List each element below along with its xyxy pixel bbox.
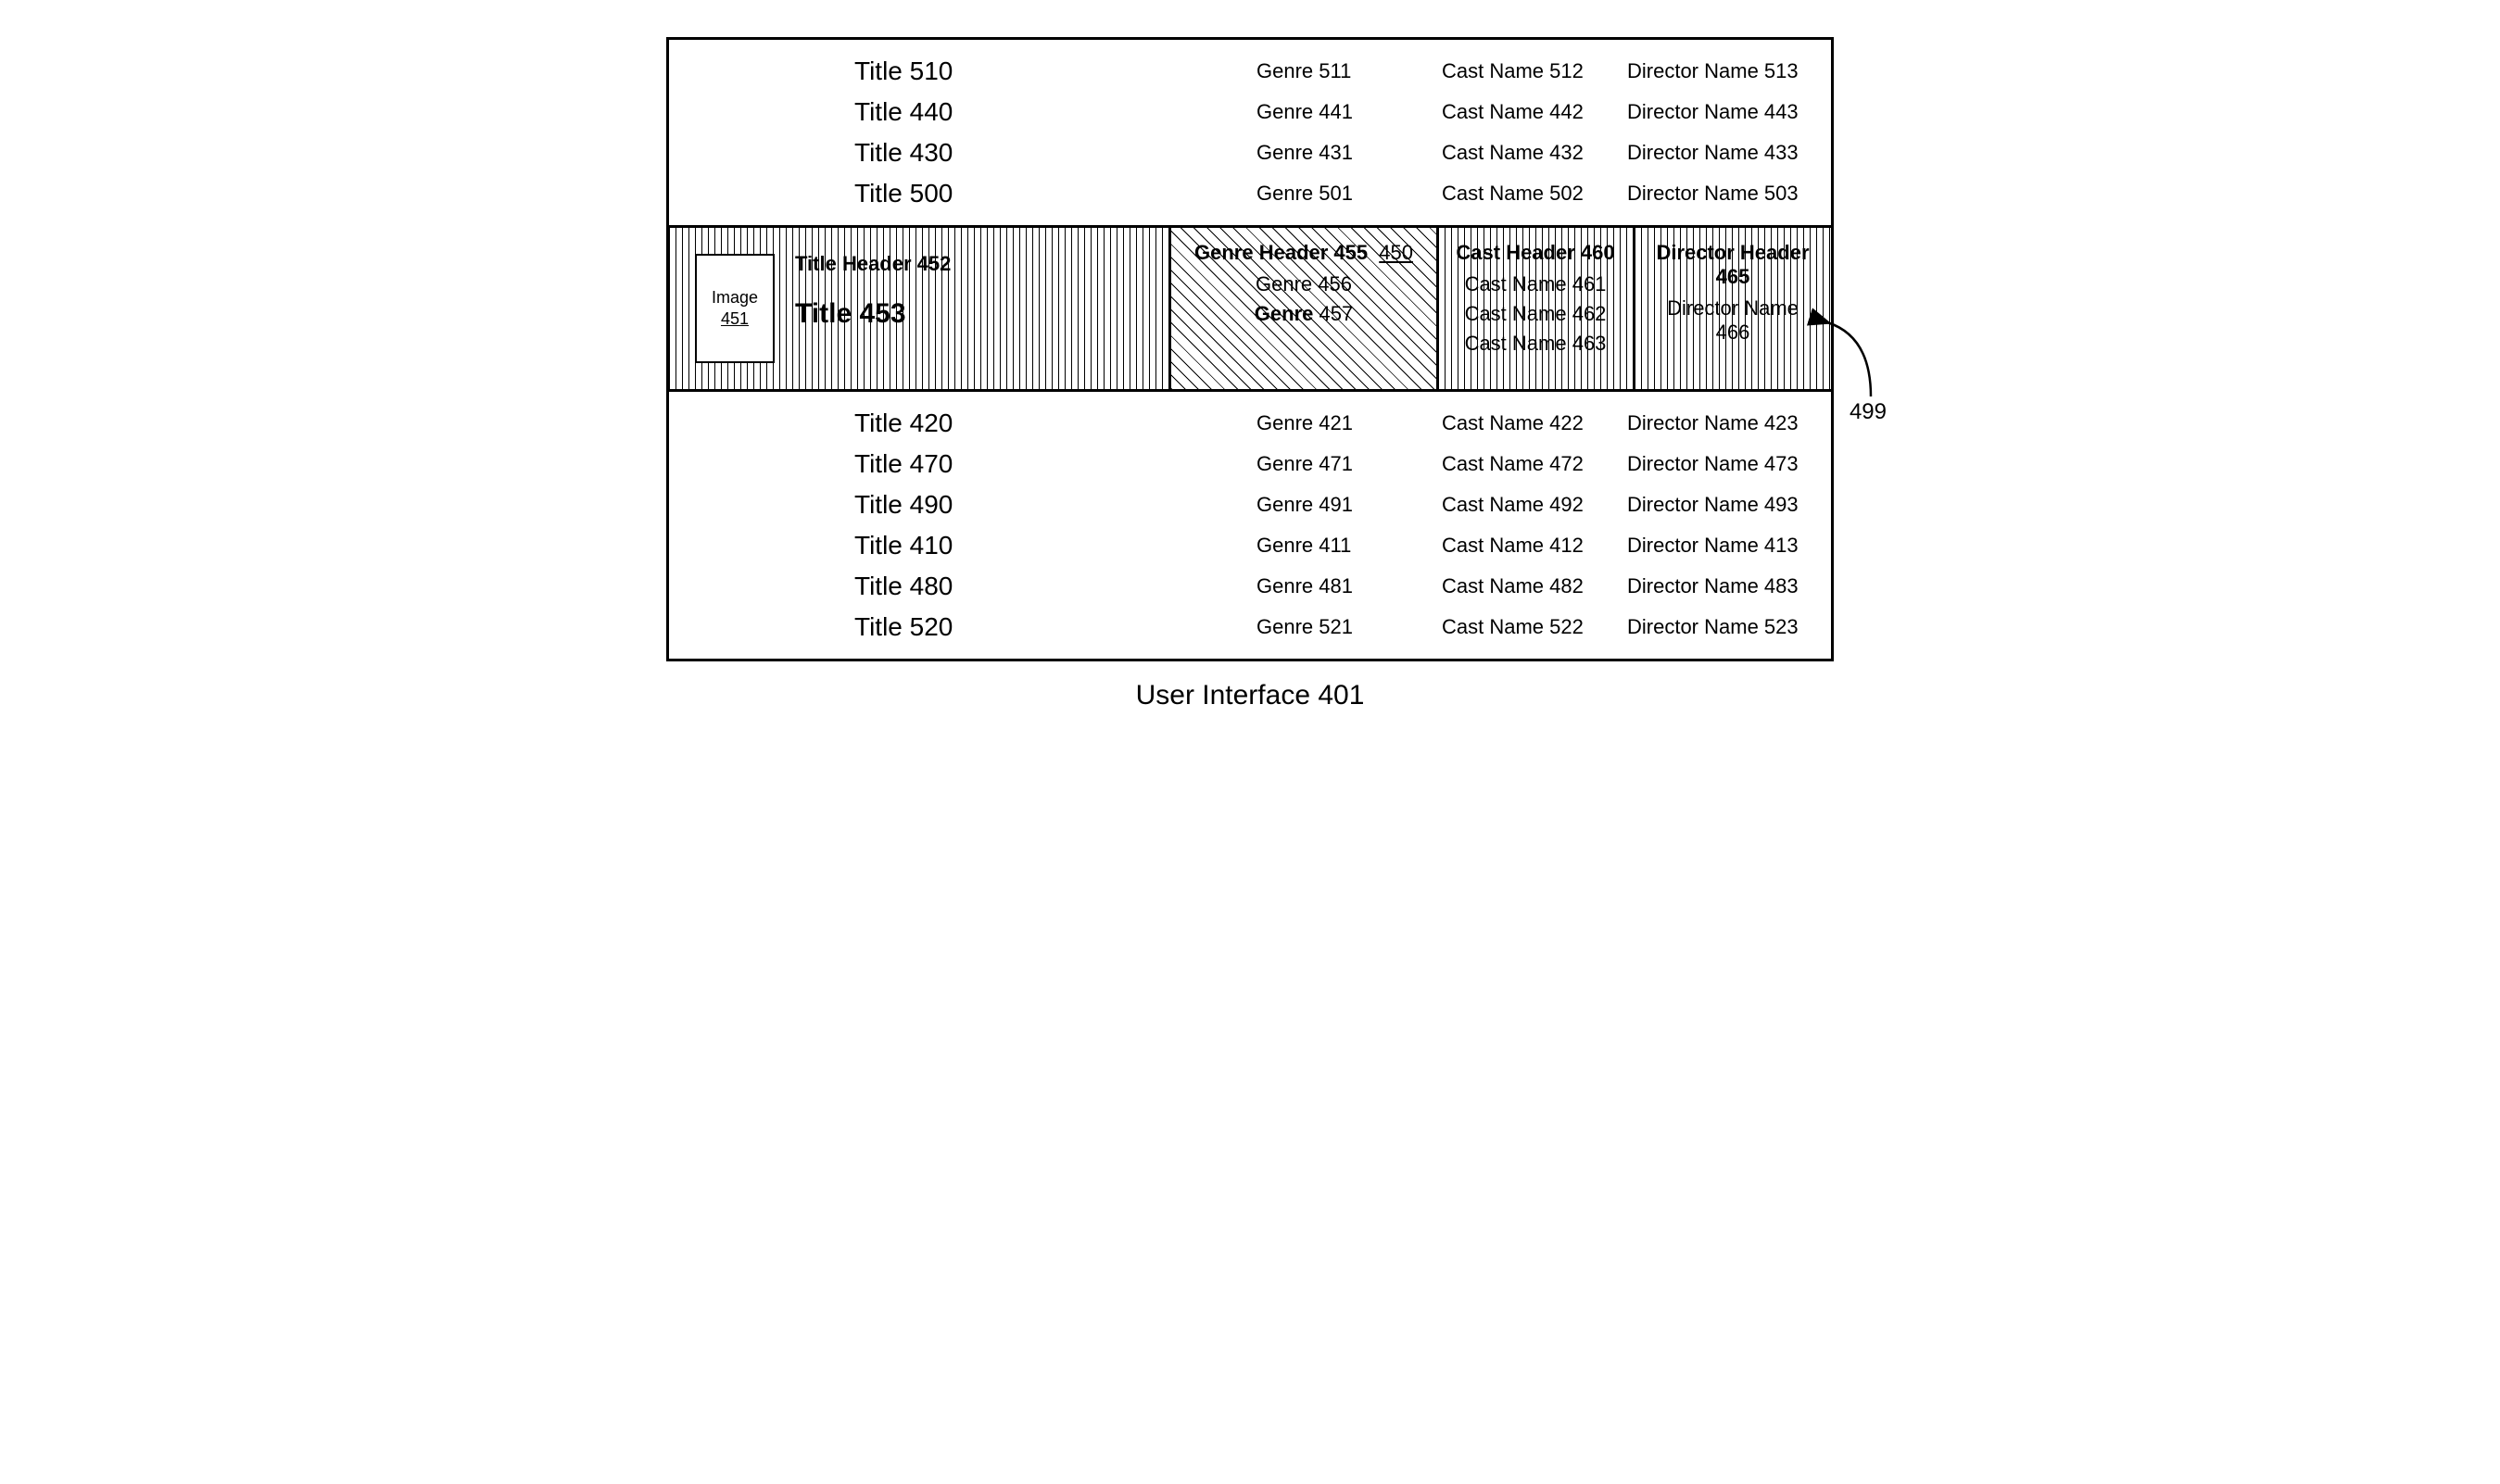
- list-item[interactable]: Title 420Genre 421Cast Name 422Director …: [669, 403, 1831, 444]
- focus-director-block[interactable]: Director Header 465 Director Name 466: [1635, 228, 1831, 389]
- list-item[interactable]: Title 470Genre 471Cast Name 472Director …: [669, 444, 1831, 484]
- cast-cell: Cast Name 512: [1442, 59, 1627, 83]
- title-cell: Title 420: [854, 409, 1256, 438]
- title-cell: Title 410: [854, 531, 1256, 560]
- director-line: Director Name 466: [1649, 296, 1816, 345]
- title-cell: Title 440: [854, 97, 1256, 127]
- genre-line: Genre 456: [1186, 272, 1421, 296]
- director-cell: Director Name 423: [1627, 411, 1831, 435]
- cast-line: Cast Name 461: [1453, 272, 1618, 296]
- list-item[interactable]: Title 490Genre 491Cast Name 492Director …: [669, 484, 1831, 525]
- cast-cell: Cast Name 432: [1442, 141, 1627, 165]
- director-cell: Director Name 433: [1627, 141, 1831, 165]
- cast-cell: Cast Name 442: [1442, 100, 1627, 124]
- genre-cell: Genre 411: [1256, 534, 1442, 558]
- cast-cell: Cast Name 482: [1442, 574, 1627, 598]
- title-cell: Title 430: [854, 138, 1256, 168]
- director-cell: Director Name 483: [1627, 574, 1831, 598]
- genre-cell: Genre 421: [1256, 411, 1442, 435]
- cast-cell: Cast Name 502: [1442, 182, 1627, 206]
- director-cell: Director Name 473: [1627, 452, 1831, 476]
- director-cell: Director Name 493: [1627, 493, 1831, 517]
- focus-genre-block[interactable]: Genre Header 455 450 Genre 456 Genre 457: [1169, 228, 1438, 389]
- list-item[interactable]: Title 480Genre 481Cast Name 482Director …: [669, 566, 1831, 607]
- callout-label: 499: [1850, 399, 1887, 425]
- ui-frame: Title 510Genre 511Cast Name 512Director …: [666, 37, 1834, 661]
- title-cell: Title 520: [854, 612, 1256, 642]
- genre-cell: Genre 521: [1256, 615, 1442, 639]
- genre-cell: Genre 511: [1256, 59, 1442, 83]
- genre-cell: Genre 491: [1256, 493, 1442, 517]
- image-placeholder: Image 451: [695, 254, 775, 363]
- genre-cell: Genre 471: [1256, 452, 1442, 476]
- title-cell: Title 470: [854, 449, 1256, 479]
- cast-cell: Cast Name 522: [1442, 615, 1627, 639]
- list-item[interactable]: Title 440Genre 441Cast Name 442Director …: [669, 92, 1831, 132]
- director-header: Director Header 465: [1649, 241, 1816, 289]
- director-cell: Director Name 443: [1627, 100, 1831, 124]
- title-cell: Title 490: [854, 490, 1256, 520]
- director-cell: Director Name 523: [1627, 615, 1831, 639]
- list-item[interactable]: Title 520Genre 521Cast Name 522Director …: [669, 607, 1831, 648]
- genre-cell: Genre 501: [1256, 182, 1442, 206]
- list-item[interactable]: Title 510Genre 511Cast Name 512Director …: [669, 51, 1831, 92]
- focus-row[interactable]: Image 451 Title Header 452 Title 453 Gen…: [669, 225, 1831, 392]
- focus-cast-block[interactable]: Cast Header 460 Cast Name 461 Cast Name 4…: [1438, 228, 1635, 389]
- director-cell: Director Name 513: [1627, 59, 1831, 83]
- genre-cell: Genre 481: [1256, 574, 1442, 598]
- cast-cell: Cast Name 422: [1442, 411, 1627, 435]
- genre-header: Genre Header 455 450: [1186, 241, 1421, 265]
- image-label: Image: [712, 287, 758, 308]
- focus-title-block: Image 451 Title Header 452 Title 453: [669, 228, 1169, 389]
- cast-line: Cast Name 462: [1453, 302, 1618, 326]
- cast-cell: Cast Name 412: [1442, 534, 1627, 558]
- director-cell: Director Name 503: [1627, 182, 1831, 206]
- cast-header: Cast Header 460: [1453, 241, 1618, 265]
- bottom-list: Title 420Genre 421Cast Name 422Director …: [669, 392, 1831, 659]
- list-item[interactable]: Title 500Genre 501Cast Name 502Director …: [669, 173, 1831, 214]
- cast-cell: Cast Name 472: [1442, 452, 1627, 476]
- focus-title-text: Title Header 452 Title 453: [795, 246, 951, 330]
- genre-cell: Genre 441: [1256, 100, 1442, 124]
- cast-cell: Cast Name 492: [1442, 493, 1627, 517]
- title-cell: Title 480: [854, 572, 1256, 601]
- title-main: Title 453: [795, 298, 951, 330]
- top-list: Title 510Genre 511Cast Name 512Director …: [669, 40, 1831, 225]
- list-item[interactable]: Title 430Genre 431Cast Name 432Director …: [669, 132, 1831, 173]
- title-header: Title Header 452: [795, 252, 951, 276]
- figure-caption: User Interface 401: [56, 680, 2444, 711]
- list-item[interactable]: Title 410Genre 411Cast Name 412Director …: [669, 525, 1831, 566]
- title-cell: Title 500: [854, 179, 1256, 208]
- genre-cell: Genre 431: [1256, 141, 1442, 165]
- director-cell: Director Name 413: [1627, 534, 1831, 558]
- image-number: 451: [721, 308, 749, 330]
- title-cell: Title 510: [854, 57, 1256, 86]
- genre-line: Genre 457: [1186, 302, 1421, 326]
- cast-line: Cast Name 463: [1453, 332, 1618, 356]
